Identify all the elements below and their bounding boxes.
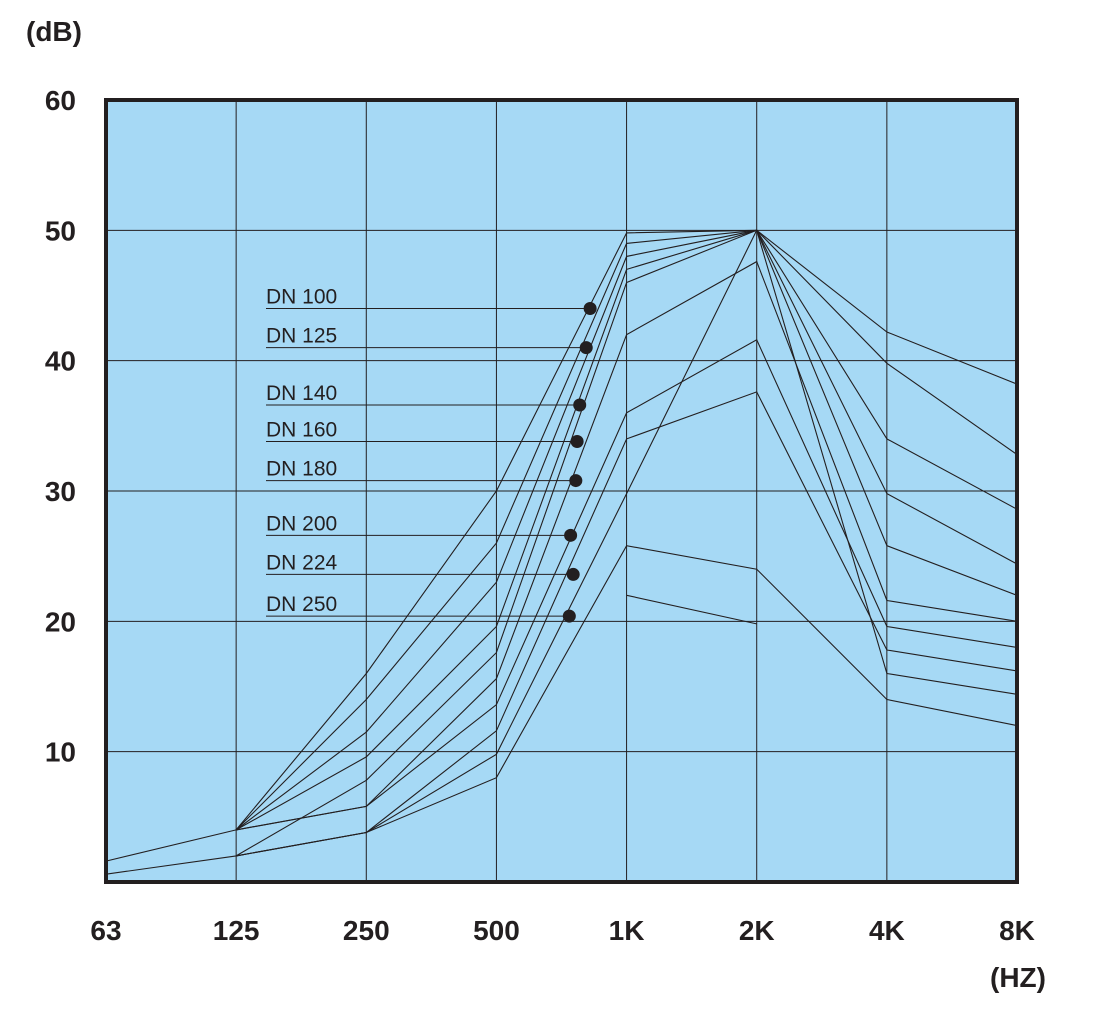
x-tick-label: 125 bbox=[213, 915, 260, 946]
series-label: DN 140 bbox=[266, 382, 337, 405]
series-label: DN 125 bbox=[266, 325, 337, 348]
label-marker bbox=[573, 398, 587, 412]
y-tick-label: 30 bbox=[45, 476, 76, 507]
label-marker bbox=[566, 567, 580, 581]
label-marker bbox=[569, 474, 583, 488]
label-marker bbox=[583, 302, 597, 316]
y-tick-label: 50 bbox=[45, 215, 76, 246]
x-tick-label: 250 bbox=[343, 915, 390, 946]
x-tick-label: 1K bbox=[609, 915, 645, 946]
series-lines bbox=[105, 228, 1018, 875]
y-tick-label: 40 bbox=[45, 346, 76, 377]
y-axis-label: (dB) bbox=[26, 16, 82, 47]
series-label: DN 224 bbox=[266, 551, 338, 574]
x-axis-label: (HZ) bbox=[990, 962, 1046, 993]
x-axis-ticks: 63 125 250 500 1K 2K 4K 8K bbox=[90, 915, 1034, 946]
series-label: DN 160 bbox=[266, 418, 337, 441]
label-marker bbox=[579, 341, 593, 355]
series-line bbox=[235, 229, 1018, 831]
series-label: DN 100 bbox=[266, 286, 337, 309]
y-tick-label: 60 bbox=[45, 85, 76, 116]
series-line bbox=[626, 594, 757, 625]
series-line bbox=[235, 229, 1018, 831]
x-tick-label: 63 bbox=[90, 915, 121, 946]
y-tick-label: 20 bbox=[45, 606, 76, 637]
y-axis-ticks: 10 20 30 40 50 60 bbox=[45, 85, 76, 768]
series-label: DN 180 bbox=[266, 458, 337, 481]
series-line bbox=[105, 339, 1018, 862]
series-line bbox=[236, 545, 1018, 857]
series-line bbox=[235, 229, 1018, 831]
series-label: DN 250 bbox=[266, 593, 337, 616]
series-label: DN 200 bbox=[266, 512, 337, 535]
plot-frame bbox=[104, 98, 1019, 884]
x-tick-label: 2K bbox=[739, 915, 775, 946]
x-tick-label: 8K bbox=[999, 915, 1035, 946]
label-marker bbox=[564, 528, 578, 542]
x-tick-label: 4K bbox=[869, 915, 905, 946]
x-tick-label: 500 bbox=[473, 915, 520, 946]
y-tick-label: 10 bbox=[45, 737, 76, 768]
series-line bbox=[235, 229, 1018, 857]
label-marker bbox=[562, 609, 576, 623]
series-labels: DN 100 DN 125 DN 140 DN 160 DN 180 DN 200 DN 2… bbox=[266, 286, 597, 623]
series-line bbox=[235, 229, 1018, 831]
label-marker bbox=[570, 434, 584, 448]
